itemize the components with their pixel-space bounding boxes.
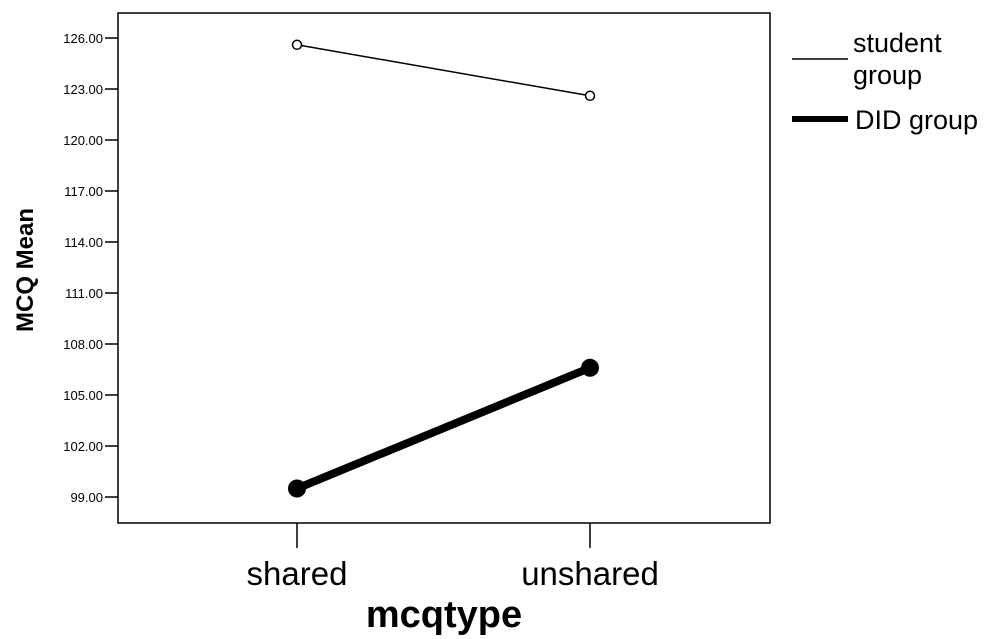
x-tick-label-shared: shared bbox=[247, 555, 348, 592]
y-tick-label: 102.00 bbox=[63, 439, 103, 454]
series-layer bbox=[288, 39, 599, 498]
y-tick-label: 105.00 bbox=[63, 388, 103, 403]
x-axis: shared unshared bbox=[247, 523, 659, 592]
plot-frame bbox=[117, 12, 771, 524]
legend-label-did-group: DID group bbox=[855, 105, 978, 135]
y-tick-label: 108.00 bbox=[63, 337, 103, 352]
legend: student group DID group bbox=[792, 28, 978, 135]
y-tick-label: 99.00 bbox=[70, 490, 103, 505]
y-tick-label: 126.00 bbox=[63, 31, 103, 46]
data-point-student-group-unshared bbox=[584, 90, 596, 102]
series-line-did-group bbox=[295, 364, 592, 493]
y-tick-label: 111.00 bbox=[65, 286, 103, 301]
y-axis-title: MCQ Mean bbox=[12, 208, 39, 332]
y-tick-label: 123.00 bbox=[63, 82, 103, 97]
series-line-student-group bbox=[296, 44, 591, 97]
x-tick-label-unshared: unshared bbox=[521, 555, 659, 592]
legend-label-student-line2: group bbox=[853, 60, 922, 90]
legend-label-student-line1: student bbox=[853, 28, 942, 58]
data-point-did-group-shared bbox=[288, 479, 306, 498]
x-axis-title: mcqtype bbox=[366, 594, 522, 636]
y-tick-label: 117.00 bbox=[64, 184, 103, 199]
y-tick-label: 114.00 bbox=[64, 235, 103, 250]
y-axis: 99.00 102.00 105.00 108.00 111.00 114.00 117.0… bbox=[63, 31, 118, 505]
y-tick-label: 120.00 bbox=[63, 133, 103, 148]
data-point-did-group-unshared bbox=[581, 358, 599, 377]
data-point-student-group-shared bbox=[291, 39, 303, 51]
